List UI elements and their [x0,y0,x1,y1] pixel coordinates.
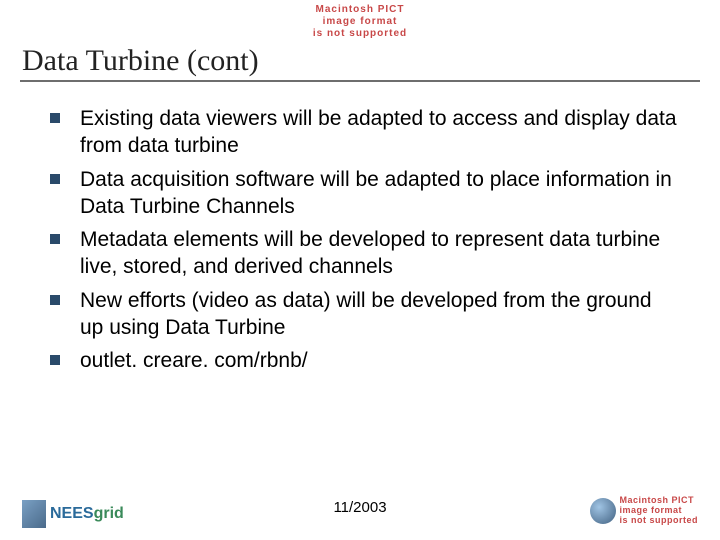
bullet-icon [50,113,60,123]
list-item: Metadata elements will be developed to r… [50,226,680,281]
bullet-text: New efforts (video as data) will be deve… [80,287,680,342]
list-item: Data acquisition software will be adapte… [50,166,680,221]
right-logo: Macintosh PICT image format is not suppo… [590,496,699,526]
globe-icon [590,498,616,524]
bullet-icon [50,234,60,244]
bullet-list: Existing data viewers will be adapted to… [50,105,680,381]
list-item: Existing data viewers will be adapted to… [50,105,680,160]
bullet-text: Existing data viewers will be adapted to… [80,105,680,160]
bullet-text: Data acquisition software will be adapte… [80,166,680,221]
bullet-icon [50,174,60,184]
bullet-text: outlet. creare. com/rbnb/ [80,347,308,374]
logo-cube-icon [22,500,46,528]
logo-part2: grid [94,505,124,522]
list-item: New efforts (video as data) will be deve… [50,287,680,342]
bullet-icon [50,295,60,305]
title-underline [20,80,700,82]
bullet-icon [50,355,60,365]
neesgrid-logo: NEESgrid [22,500,124,528]
logo-part1: NEES [50,505,94,522]
banner-line: image format [313,16,407,28]
bullet-text: Metadata elements will be developed to r… [80,226,680,281]
list-item: outlet. creare. com/rbnb/ [50,347,680,374]
right-logo-text: Macintosh PICT image format is not suppo… [620,496,699,526]
logo-line: is not supported [620,516,699,526]
banner-line: Macintosh PICT [313,4,407,16]
slide-title: Data Turbine (cont) [22,44,259,78]
missing-image-banner: Macintosh PICT image format is not suppo… [313,4,407,40]
banner-line: is not supported [313,28,407,40]
neesgrid-text: NEESgrid [50,505,124,523]
